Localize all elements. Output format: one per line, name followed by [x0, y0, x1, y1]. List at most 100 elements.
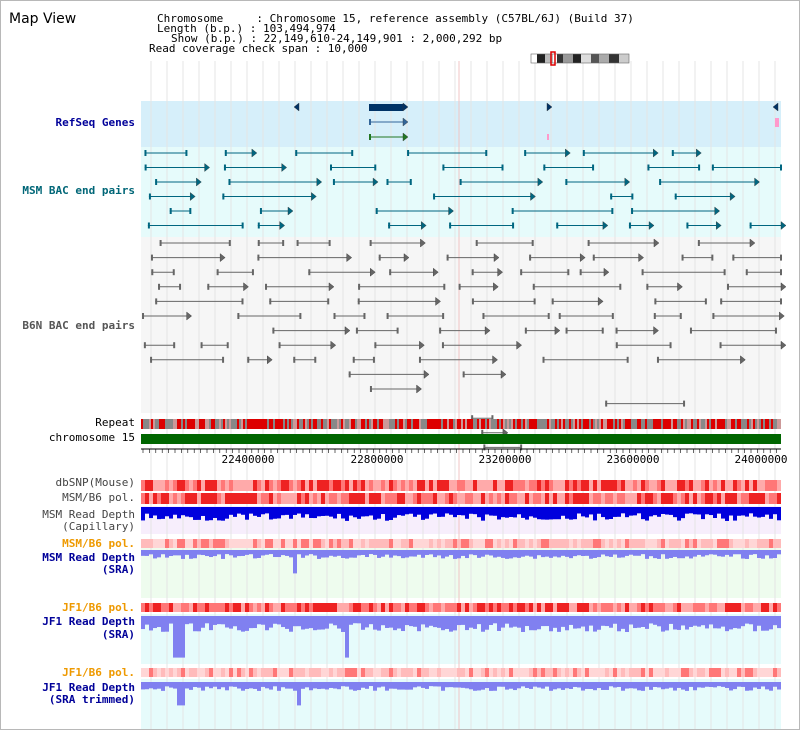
read-depth-bar	[549, 550, 553, 558]
track-label-jf1-depth-sra[interactable]: JF1 Read Depth	[42, 615, 135, 628]
read-depth-bar	[501, 507, 505, 518]
read-depth-bar	[401, 616, 405, 632]
polymorphism-cell	[361, 539, 365, 548]
repeat-mark	[545, 419, 547, 429]
polymorphism-cell	[249, 603, 253, 612]
polymorphism-cell	[309, 493, 313, 504]
track-label-msm-pol-sra[interactable]: MSM/B6 pol.	[62, 537, 135, 550]
msm-bac-pair-end	[329, 164, 332, 171]
read-depth-bar	[569, 682, 573, 689]
ideogram-band	[545, 54, 553, 63]
read-depth-bar	[569, 550, 573, 559]
polymorphism-cell	[373, 668, 377, 677]
polymorphism-cell	[333, 668, 337, 677]
read-depth-bar	[141, 682, 145, 690]
b6n-bac-pair-arrow	[344, 326, 351, 336]
polymorphism-cell	[609, 493, 613, 504]
polymorphism-cell	[717, 539, 721, 548]
polymorphism-cell	[657, 480, 661, 491]
read-depth-bar	[773, 682, 777, 687]
polymorphism-cell	[697, 480, 701, 491]
read-depth-bar	[481, 682, 485, 690]
read-depth-bar	[589, 682, 593, 689]
polymorphism-cell	[725, 668, 729, 677]
show-range-info: Show (b.p.) : 22,149,610-24,149,901 : 2,…	[171, 32, 503, 45]
polymorphism-cell	[201, 480, 205, 491]
polymorphism-cell	[157, 493, 161, 504]
read-depth-bar	[553, 550, 557, 557]
b6n-bac-pair-end	[327, 298, 330, 305]
polymorphism-cell	[553, 539, 557, 548]
repeat-mark	[253, 419, 255, 429]
track-label-jf1-depth-trimmed[interactable]: JF1 Read Depth	[42, 681, 135, 694]
track-label-msm-bac[interactable]: MSM BAC end pairs	[22, 184, 135, 197]
polymorphism-cell	[173, 603, 177, 612]
polymorphism-cell	[353, 603, 357, 612]
repeat-mark	[635, 419, 637, 429]
repeat-mark	[399, 419, 401, 429]
track-label-chromosome[interactable]: chromosome 15	[48, 431, 135, 444]
read-depth-bar	[201, 682, 205, 691]
read-depth-bar	[613, 550, 617, 555]
b6n-bac-pair-end	[683, 400, 686, 407]
read-depth-bar	[377, 682, 381, 688]
track-label-msm-pol[interactable]: MSM/B6 pol.	[62, 491, 135, 504]
repeat-mark	[425, 419, 427, 429]
read-depth-bar	[769, 550, 773, 559]
polymorphism-cell	[569, 668, 573, 677]
polymorphism-cell	[381, 480, 385, 491]
read-depth-bar	[413, 616, 417, 627]
read-depth-bar	[249, 616, 253, 629]
read-depth-bar	[689, 507, 693, 514]
repeat-mark	[455, 419, 457, 429]
read-depth-bar	[453, 550, 457, 559]
polymorphism-cell	[433, 603, 437, 612]
b6n-bac-pair-end	[483, 444, 486, 451]
polymorphism-cell	[577, 668, 581, 677]
track-label-dbsnp[interactable]: dbSNP(Mouse)	[55, 476, 135, 489]
read-depth-bar	[553, 616, 557, 628]
repeat-mark	[499, 419, 501, 429]
polymorphism-cell	[357, 603, 361, 612]
track-label-jf1-pol[interactable]: JF1/B6 pol.	[62, 601, 135, 614]
read-depth-bar	[589, 550, 593, 559]
read-depth-bar	[169, 682, 173, 688]
read-depth-bar	[477, 550, 481, 558]
read-depth-bar	[605, 550, 609, 557]
b6n-bac-pair-end	[619, 283, 622, 290]
read-depth-bar	[433, 682, 437, 687]
repeat-mark	[563, 419, 565, 429]
polymorphism-cell	[241, 539, 245, 548]
msm-bac-pair-end	[659, 179, 662, 185]
track-label-b6n-bac[interactable]: B6N BAC end pairs	[22, 319, 135, 332]
polymorphism-cell	[301, 493, 305, 504]
read-depth-bar	[677, 507, 681, 521]
read-depth-bar	[665, 616, 669, 631]
polymorphism-cell	[777, 539, 781, 548]
track-label-jf1-pol-2[interactable]: JF1/B6 pol.	[62, 666, 135, 679]
read-depth-bar	[397, 507, 401, 516]
track-label-msm-depth-capillary[interactable]: MSM Read Depth	[42, 508, 135, 521]
polymorphism-cell	[585, 603, 589, 612]
repeat-mark	[389, 419, 391, 429]
track-label-msm-depth-sra[interactable]: MSM Read Depth	[42, 551, 135, 564]
polymorphism-cell	[261, 493, 265, 504]
polymorphism-cell	[201, 539, 205, 548]
repeat-mark	[431, 419, 433, 429]
read-depth-bar	[725, 616, 729, 632]
polymorphism-cell	[637, 480, 641, 491]
polymorphism-cell	[677, 493, 681, 504]
read-depth-bar	[581, 550, 585, 556]
polymorphism-cell	[461, 603, 465, 612]
polymorphism-cell	[189, 480, 193, 491]
track-label-refseq[interactable]: RefSeq Genes	[55, 116, 135, 129]
b6n-bac-pair-arrow	[330, 340, 337, 350]
polymorphism-cell	[213, 493, 217, 504]
track-label-repeat[interactable]: Repeat	[95, 416, 135, 429]
read-depth-bar	[257, 507, 261, 517]
polymorphism-cell	[465, 668, 469, 677]
msm-bac-pair-end	[442, 164, 445, 171]
polymorphism-cell	[305, 603, 309, 612]
repeat-mark	[439, 419, 441, 429]
polymorphism-cell	[369, 480, 373, 491]
